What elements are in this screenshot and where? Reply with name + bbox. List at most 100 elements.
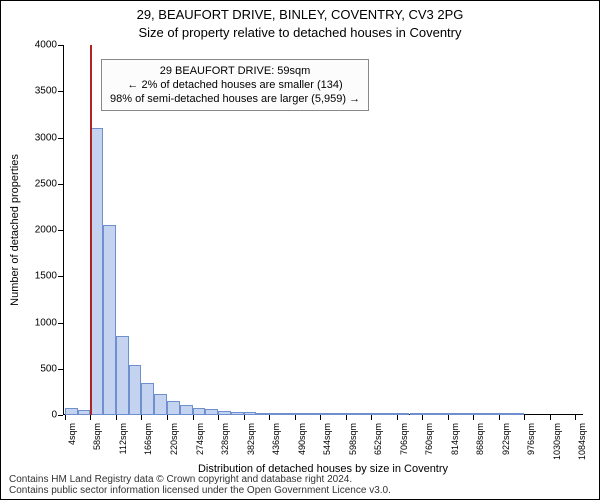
y-tick-label: 3500 — [17, 86, 57, 97]
histogram-bar — [320, 413, 333, 415]
histogram-bar — [384, 413, 397, 415]
histogram-bar — [371, 413, 384, 415]
histogram-bar — [256, 413, 269, 415]
x-tick-mark — [575, 415, 576, 420]
x-tick-label: 4sqm — [67, 423, 77, 463]
x-tick-label: 436sqm — [271, 423, 281, 463]
x-tick-mark — [524, 415, 525, 420]
x-tick-mark — [116, 415, 117, 420]
callout-property: 29 BEAUFORT DRIVE: 59sqm — [110, 64, 360, 78]
x-tick-label: 1084sqm — [577, 423, 587, 463]
histogram-bar — [295, 413, 308, 415]
callout-larger: 98% of semi-detached houses are larger (… — [110, 92, 360, 106]
y-tick-label: 2000 — [17, 225, 57, 236]
histogram-bar — [486, 413, 499, 415]
histogram-bar — [218, 411, 231, 415]
x-tick-mark — [320, 415, 321, 420]
histogram-bar — [422, 413, 435, 415]
y-tick-mark — [58, 45, 63, 46]
histogram-bar — [346, 413, 359, 415]
x-tick-mark — [269, 415, 270, 420]
histogram-bar — [116, 336, 129, 415]
property-marker-line — [90, 45, 92, 415]
x-tick-mark — [473, 415, 474, 420]
x-tick-mark — [371, 415, 372, 420]
x-tick-mark — [346, 415, 347, 420]
callout-box: 29 BEAUFORT DRIVE: 59sqm ← 2% of detache… — [101, 59, 369, 111]
histogram-bar — [103, 225, 116, 415]
histogram-bar — [307, 413, 320, 415]
y-tick-label: 500 — [17, 363, 57, 374]
footer-line-1: Contains HM Land Registry data © Crown c… — [9, 474, 391, 485]
x-tick-label: 814sqm — [450, 423, 460, 463]
x-tick-label: 112sqm — [118, 423, 128, 463]
y-axis — [63, 45, 64, 415]
x-tick-label: 1030sqm — [552, 423, 562, 463]
x-tick-label: 220sqm — [169, 423, 179, 463]
x-tick-mark — [65, 415, 66, 420]
histogram-bar — [435, 413, 448, 415]
x-tick-mark — [397, 415, 398, 420]
y-tick-label: 1500 — [17, 271, 57, 282]
x-tick-label: 274sqm — [195, 423, 205, 463]
x-tick-mark — [193, 415, 194, 420]
x-tick-label: 922sqm — [501, 423, 511, 463]
x-tick-mark — [218, 415, 219, 420]
histogram-bar — [499, 413, 512, 415]
histogram-bar — [167, 401, 180, 415]
histogram-bar — [231, 412, 244, 415]
chart-subtitle: Size of property relative to detached ho… — [1, 25, 599, 40]
x-tick-label: 868sqm — [475, 423, 485, 463]
x-tick-mark — [90, 415, 91, 420]
x-tick-mark — [422, 415, 423, 420]
callout-smaller: ← 2% of detached houses are smaller (134… — [110, 78, 360, 92]
x-tick-label: 544sqm — [322, 423, 332, 463]
x-tick-label: 166sqm — [143, 423, 153, 463]
x-tick-label: 976sqm — [526, 423, 536, 463]
histogram-bar — [269, 413, 282, 415]
x-tick-label: 382sqm — [246, 423, 256, 463]
attribution-footer: Contains HM Land Registry data © Crown c… — [9, 474, 391, 496]
y-tick-mark — [58, 415, 63, 416]
x-tick-label: 598sqm — [348, 423, 358, 463]
y-tick-label: 3000 — [17, 132, 57, 143]
histogram-bar — [244, 412, 257, 415]
x-tick-label: 490sqm — [297, 423, 307, 463]
histogram-bar — [154, 394, 167, 415]
x-tick-mark — [244, 415, 245, 420]
x-tick-mark — [448, 415, 449, 420]
x-tick-label: 58sqm — [92, 423, 102, 463]
x-tick-mark — [499, 415, 500, 420]
y-tick-label: 1000 — [17, 317, 57, 328]
histogram-bar — [473, 413, 486, 415]
histogram-bar — [448, 413, 461, 415]
histogram-bar — [397, 413, 410, 415]
y-tick-label: 4000 — [17, 40, 57, 51]
x-tick-label: 706sqm — [399, 423, 409, 463]
histogram-bar — [205, 409, 218, 415]
x-tick-mark — [167, 415, 168, 420]
x-tick-label: 652sqm — [373, 423, 383, 463]
histogram-bar — [180, 405, 193, 415]
x-tick-label: 328sqm — [220, 423, 230, 463]
x-tick-mark — [141, 415, 142, 420]
histogram-bar — [461, 413, 474, 415]
histogram-bar — [78, 410, 91, 415]
histogram-bar — [333, 413, 346, 415]
y-tick-mark — [58, 369, 63, 370]
y-tick-mark — [58, 184, 63, 185]
y-tick-mark — [58, 323, 63, 324]
y-tick-mark — [58, 91, 63, 92]
y-tick-label: 2500 — [17, 178, 57, 189]
y-tick-mark — [58, 138, 63, 139]
x-tick-mark — [550, 415, 551, 420]
histogram-bar — [193, 408, 206, 415]
footer-line-2: Contains public sector information licen… — [9, 485, 391, 496]
histogram-bar — [282, 413, 295, 415]
y-tick-label: 0 — [17, 410, 57, 421]
chart-container: { "chart": { "type": "histogram", "title… — [0, 0, 600, 500]
histogram-bar — [141, 383, 154, 415]
histogram-bar — [410, 413, 423, 415]
x-tick-mark — [295, 415, 296, 420]
histogram-bar — [129, 365, 142, 415]
